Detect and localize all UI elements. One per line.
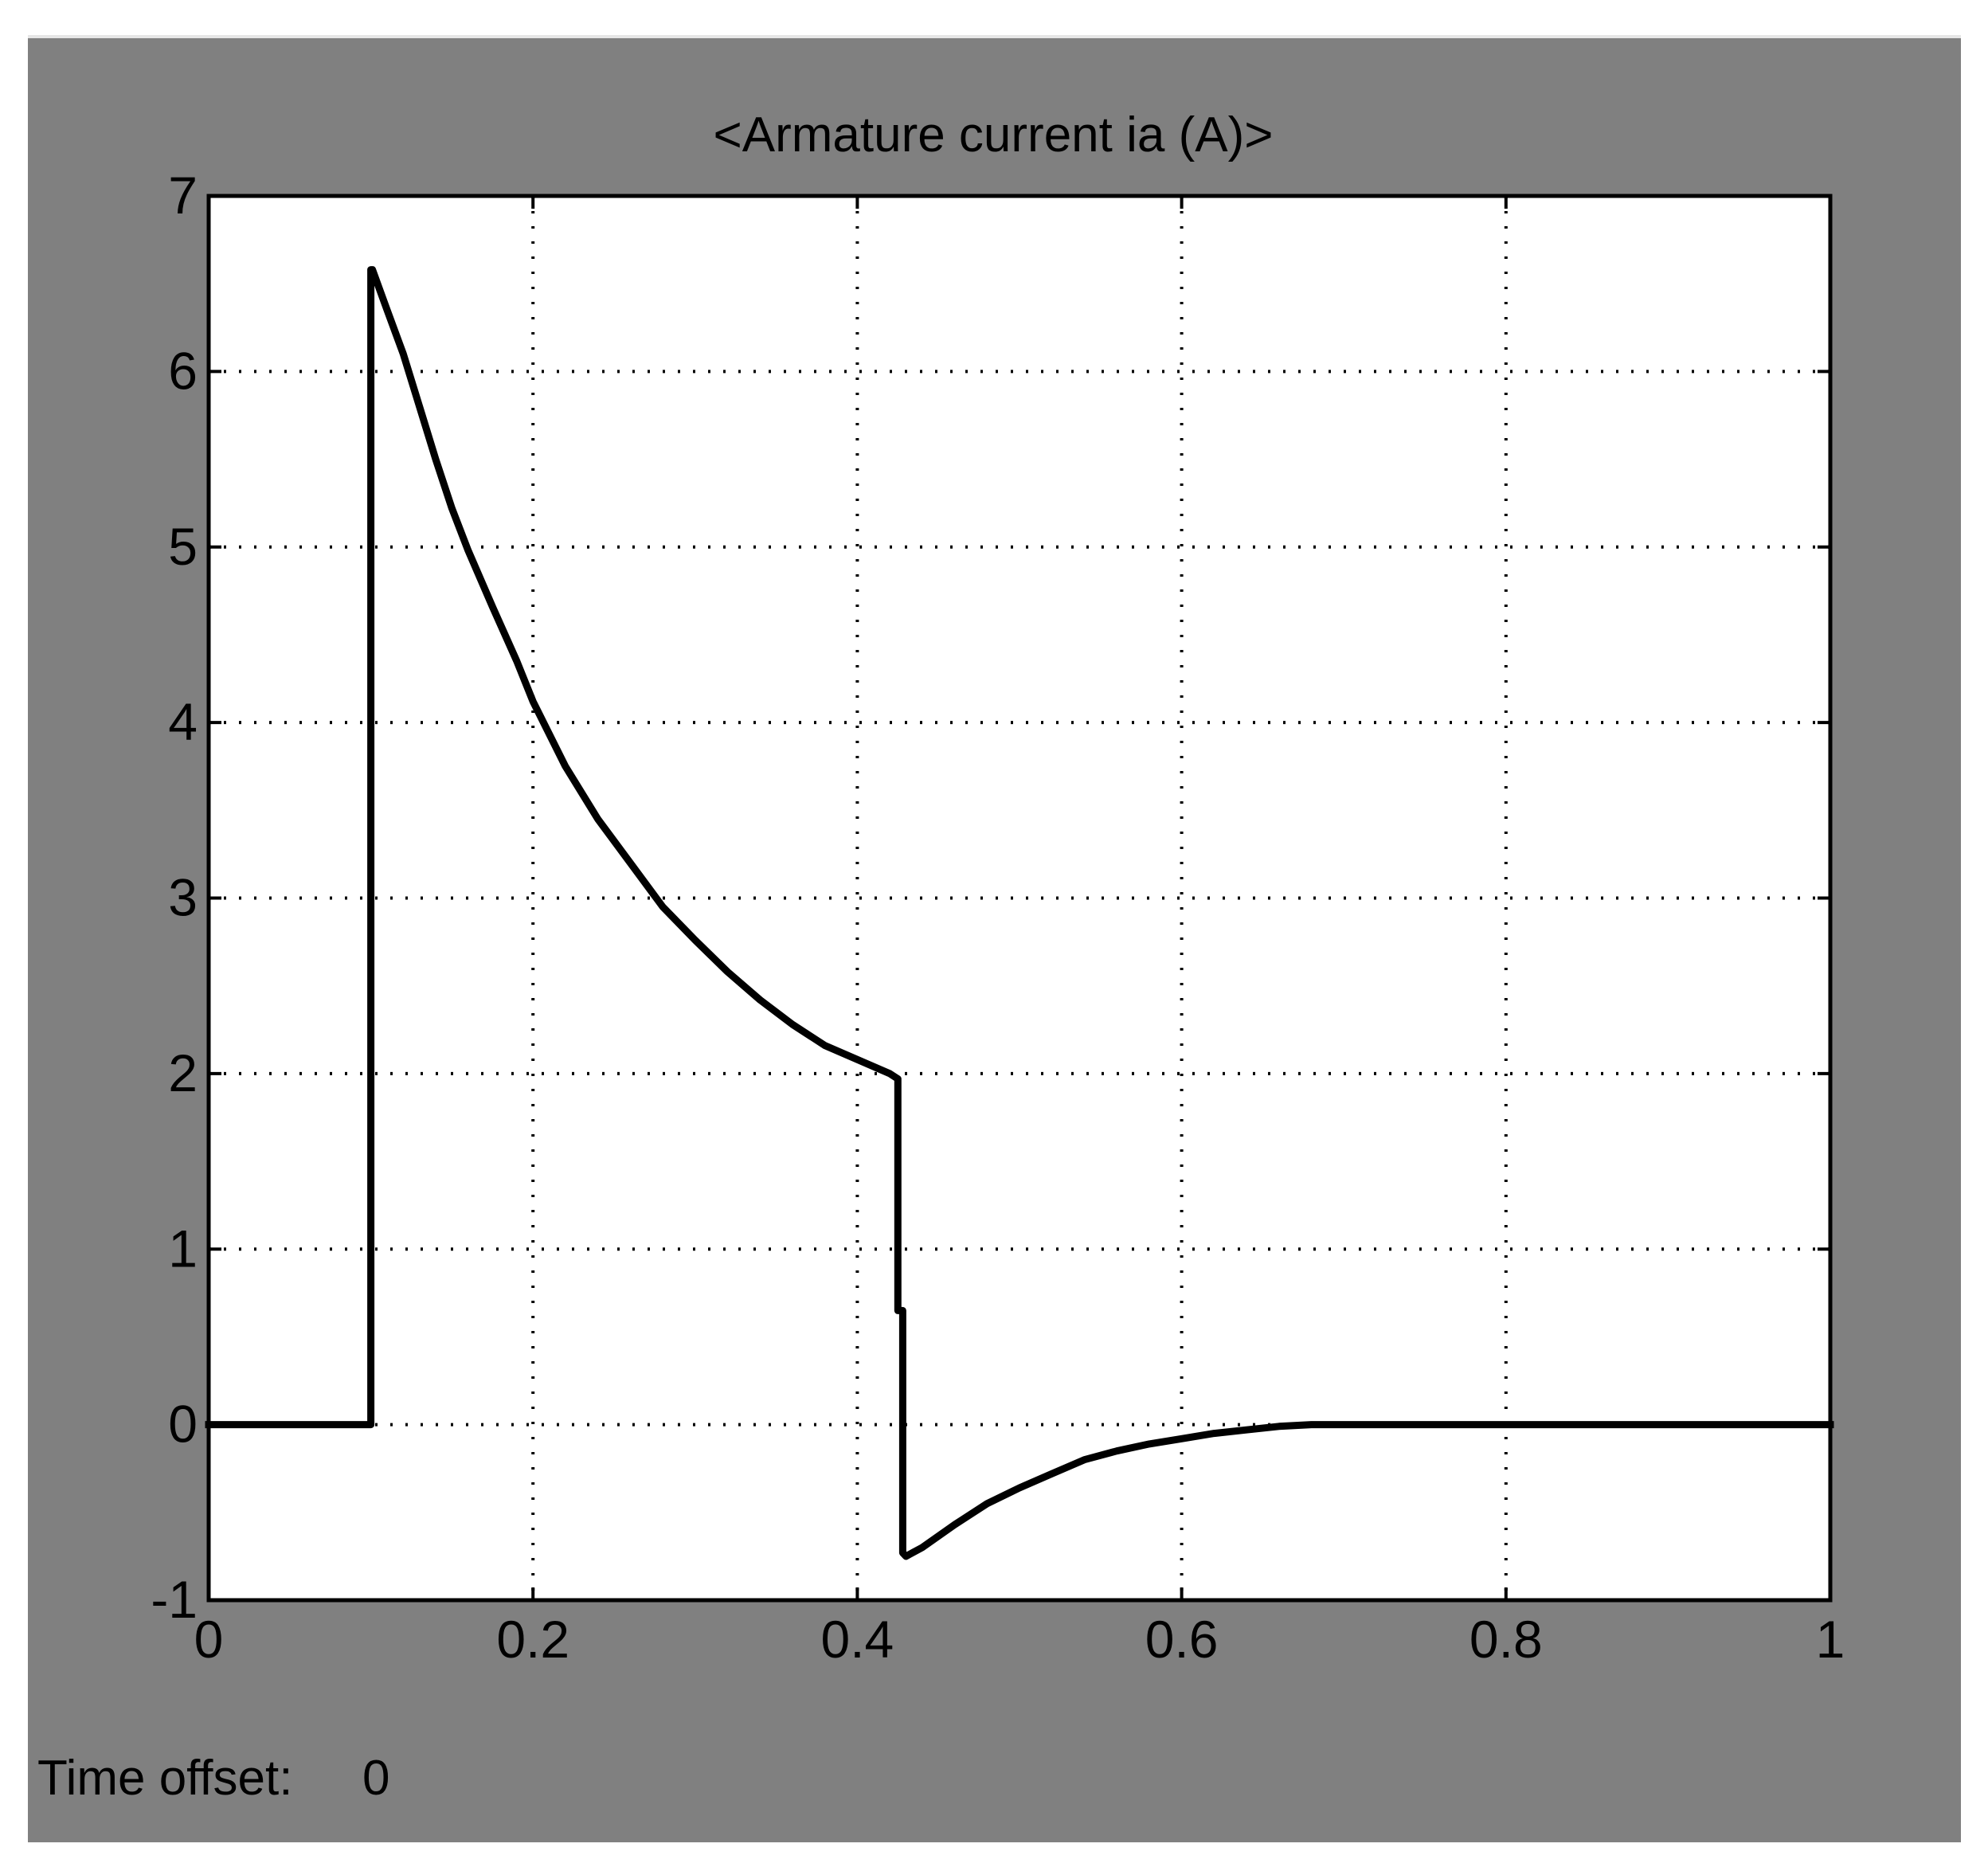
x-tick-label-5: 1: [1816, 1610, 1845, 1669]
x-tick-labels: 0 0.2 0.4 0.6 0.8 1: [194, 1610, 1845, 1669]
time-offset-label: Time offset:: [37, 1751, 292, 1806]
y-tick-label-7: 6: [168, 341, 198, 400]
y-tick-label-4: 3: [168, 868, 198, 927]
time-offset-value: 0: [362, 1751, 389, 1806]
plot-border: [206, 194, 1833, 1603]
armature-current-line: [205, 266, 1834, 1560]
y-tick-label-0: -1: [151, 1570, 198, 1629]
scope-window: <Armature current ia (A)> 0 0.2 0.4 0.6 0.8 1…: [28, 35, 1961, 1842]
x-tick-label-1: 0.2: [496, 1610, 569, 1669]
chart-title: <Armature current ia (A)>: [714, 108, 1274, 162]
y-tick-label-1: 0: [168, 1395, 198, 1454]
y-tick-label-6: 5: [168, 517, 198, 576]
x-tick-label-4: 0.8: [1469, 1610, 1543, 1669]
x-tick-label-2: 0.4: [821, 1610, 894, 1669]
y-tick-label-3: 2: [168, 1043, 198, 1102]
y-tick-label-8: 7: [168, 166, 198, 225]
x-tick-label-3: 0.6: [1145, 1610, 1219, 1669]
x-tick-label-0: 0: [194, 1610, 224, 1669]
y-tick-label-5: 4: [168, 692, 198, 751]
y-tick-labels: -1 0 1 2 3 4 5 6 7: [151, 166, 198, 1629]
y-tick-label-2: 1: [168, 1219, 198, 1278]
plot-area: [209, 196, 1830, 1600]
chart: <Armature current ia (A)> 0 0.2 0.4 0.6 0.8 1…: [37, 108, 1845, 1806]
